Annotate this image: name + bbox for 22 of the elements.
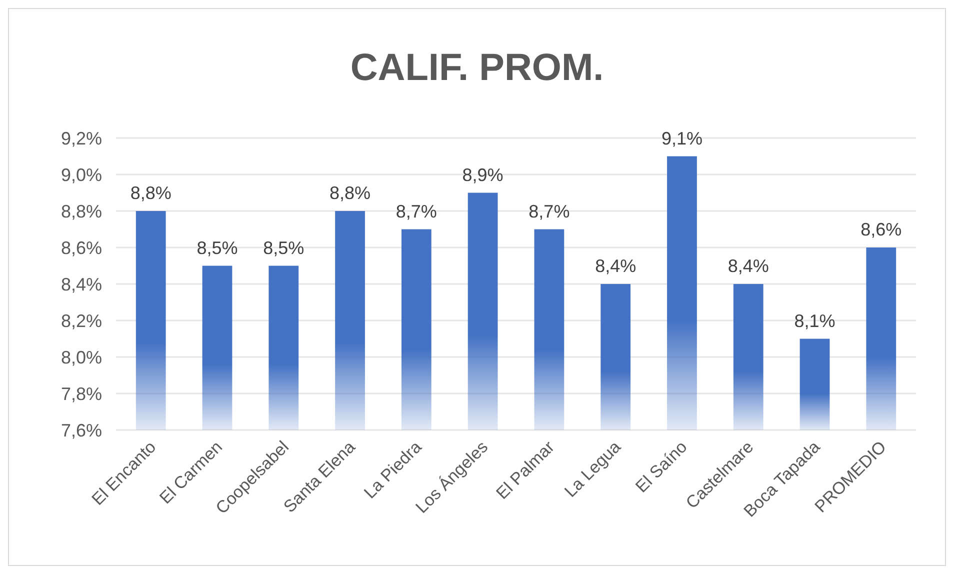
- y-tick-label: 8,4%: [60, 274, 102, 294]
- data-label: 8,4%: [595, 256, 636, 276]
- y-tick-label: 8,8%: [60, 201, 102, 222]
- data-label: 8,5%: [263, 238, 304, 258]
- y-tick-label: 9,2%: [60, 128, 102, 148]
- data-label: 8,5%: [196, 238, 238, 258]
- y-tick-label: 8,2%: [60, 310, 102, 331]
- data-label: 9,1%: [661, 128, 702, 148]
- data-label: 8,7%: [528, 201, 570, 222]
- data-label: 8,8%: [330, 183, 371, 203]
- chart-title: CALIF. PROM.: [350, 47, 604, 89]
- data-label: 8,7%: [396, 201, 437, 222]
- y-tick-label: 7,6%: [60, 420, 102, 440]
- data-label: 8,9%: [462, 164, 504, 185]
- data-label: 8,4%: [728, 256, 769, 276]
- y-tick-label: 8,0%: [60, 347, 102, 368]
- data-label: 8,6%: [860, 220, 902, 240]
- data-label: 8,8%: [130, 183, 172, 203]
- y-tick-label: 9,0%: [60, 164, 102, 185]
- y-tick-label: 8,6%: [60, 238, 102, 258]
- y-tick-label: 7,8%: [60, 384, 102, 404]
- data-label: 8,1%: [794, 310, 836, 331]
